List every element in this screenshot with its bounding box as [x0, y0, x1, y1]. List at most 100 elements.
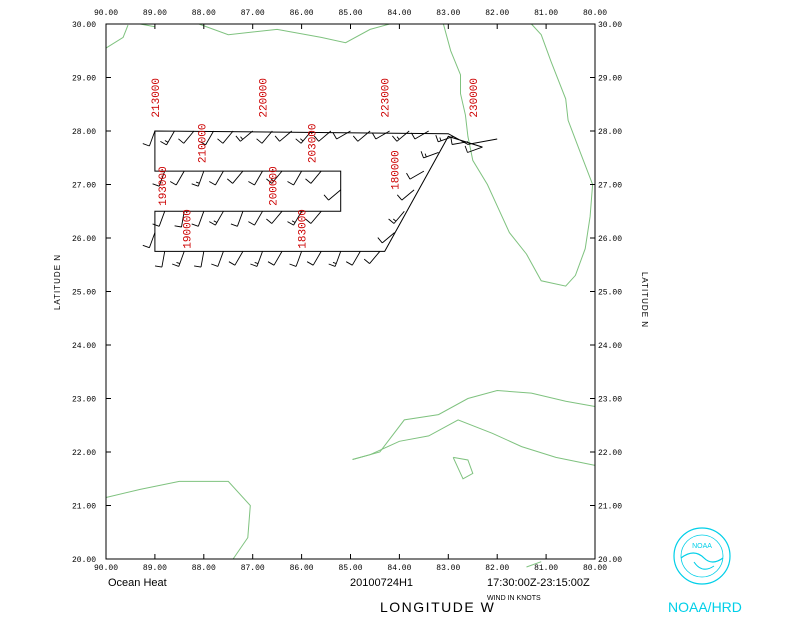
- coastline-segment: [526, 561, 542, 568]
- wind-barb: [377, 232, 395, 244]
- coastline-segment: [352, 389, 596, 460]
- wind-barb: [248, 211, 263, 226]
- wind-barb: [345, 251, 361, 266]
- x-tick-label-top: 81.00: [534, 9, 558, 18]
- x-tick-label-top: 80.00: [583, 9, 607, 18]
- wind-barb: [178, 130, 195, 144]
- y-tick-label-right: 25.00: [598, 289, 622, 298]
- time-label: 210000: [197, 123, 209, 163]
- y-axis-title-left: LATITUDE N: [53, 254, 62, 310]
- x-tick-label-bottom: 85.00: [338, 564, 362, 573]
- noaa-logo: NOAA: [673, 527, 731, 585]
- y-tick-label-left: 25.00: [72, 289, 96, 298]
- wind-barb: [152, 170, 166, 187]
- wind-units-note: WIND IN KNOTS: [487, 595, 541, 602]
- y-tick-label-right: 26.00: [598, 235, 622, 244]
- wind-barb: [392, 130, 410, 142]
- wind-barb: [191, 211, 205, 227]
- wind-barb: [248, 170, 263, 186]
- x-tick-label-bottom: 87.00: [241, 564, 265, 573]
- wind-barb: [227, 170, 244, 184]
- time-label: 200000: [268, 166, 280, 206]
- wind-barb: [256, 130, 273, 144]
- logo-outer-ring: [673, 527, 731, 585]
- wind-barb: [211, 251, 224, 267]
- wind-barb: [406, 170, 425, 180]
- time-label: 203000: [307, 123, 319, 163]
- logo-seal-text: NOAA: [692, 543, 712, 550]
- wind-barb: [305, 170, 322, 184]
- y-tick-label-left: 24.00: [72, 342, 96, 351]
- y-tick-label-right: 27.00: [598, 182, 622, 191]
- x-tick-label-bottom: 84.00: [387, 564, 411, 573]
- y-tick-label-left: 20.00: [72, 556, 96, 565]
- wind-barb: [172, 251, 185, 267]
- coastline-segment: [105, 480, 251, 560]
- y-tick-label-left: 30.00: [72, 21, 96, 30]
- flight-track-line: [154, 130, 498, 252]
- y-tick-label-right: 22.00: [598, 449, 622, 458]
- wind-barb: [305, 211, 322, 224]
- wind-barb: [388, 211, 405, 224]
- y-tick-label-left: 22.00: [72, 449, 96, 458]
- wind-barb: [217, 130, 234, 144]
- wind-barb: [152, 211, 166, 227]
- wind-barb: [250, 251, 263, 267]
- wind-barb: [323, 189, 341, 201]
- y-axis-title-right: LATITUDE N: [640, 272, 649, 328]
- y-tick-label-right: 29.00: [598, 75, 622, 84]
- y-tick-label-right: 21.00: [598, 503, 622, 512]
- time-label: 183000: [298, 209, 310, 249]
- wind-barb: [194, 251, 205, 268]
- flight-id: 20100724H1: [350, 577, 413, 589]
- y-tick-label-left: 26.00: [72, 235, 96, 244]
- project-name: Ocean Heat: [108, 577, 167, 589]
- time-label: 190000: [183, 209, 195, 249]
- wind-barb: [352, 130, 371, 142]
- wind-barb: [209, 170, 224, 186]
- flight-track-layer: [154, 130, 498, 252]
- time-label: 180000: [391, 150, 403, 190]
- x-tick-label-bottom: 80.00: [583, 564, 607, 573]
- wind-barb: [169, 170, 185, 186]
- x-tick-label-top: 89.00: [143, 9, 167, 18]
- wind-barb: [230, 211, 244, 227]
- x-tick-label-top: 90.00: [94, 9, 118, 18]
- wind-barb: [363, 251, 381, 264]
- wind-barb: [371, 130, 390, 140]
- wind-barb: [287, 170, 302, 186]
- y-tick-label-left: 27.00: [72, 182, 96, 191]
- wind-barb: [266, 170, 283, 184]
- org-name: NOAA/HRD: [668, 599, 742, 615]
- coastline-segment: [198, 23, 390, 44]
- axis-tick-layer: 90.00 90.00 89.00 89.00 88.00 88.00 87.00 87.00…: [72, 9, 622, 573]
- x-tick-label-top: 85.00: [338, 9, 362, 18]
- wind-barb: [396, 189, 415, 201]
- wind-barb: [450, 137, 468, 145]
- x-tick-label-top: 87.00: [241, 9, 265, 18]
- y-tick-label-left: 21.00: [72, 503, 96, 512]
- wind-barb: [332, 130, 351, 140]
- y-tick-label-left: 29.00: [72, 75, 96, 84]
- wind-barb: [235, 130, 253, 142]
- wind-barb: [306, 251, 322, 266]
- x-tick-label-bottom: 82.00: [485, 564, 509, 573]
- wind-barb-layer: [142, 130, 483, 268]
- wind-barb: [266, 211, 283, 224]
- wind-barb: [411, 130, 429, 140]
- x-tick-label-bottom: 81.00: [534, 564, 558, 573]
- wind-barb: [328, 251, 342, 267]
- wind-barb: [295, 130, 312, 144]
- y-tick-label-right: 20.00: [598, 556, 622, 565]
- coastline-segment: [442, 23, 594, 287]
- x-tick-label-bottom: 83.00: [436, 564, 460, 573]
- wind-barb: [174, 211, 185, 228]
- wind-barb: [420, 151, 439, 159]
- x-axis-title: LONGITUDE W: [380, 599, 495, 615]
- coastline-segment: [452, 456, 474, 480]
- wind-barb: [191, 170, 205, 187]
- wind-barb: [464, 145, 483, 153]
- wind-barb: [435, 135, 454, 143]
